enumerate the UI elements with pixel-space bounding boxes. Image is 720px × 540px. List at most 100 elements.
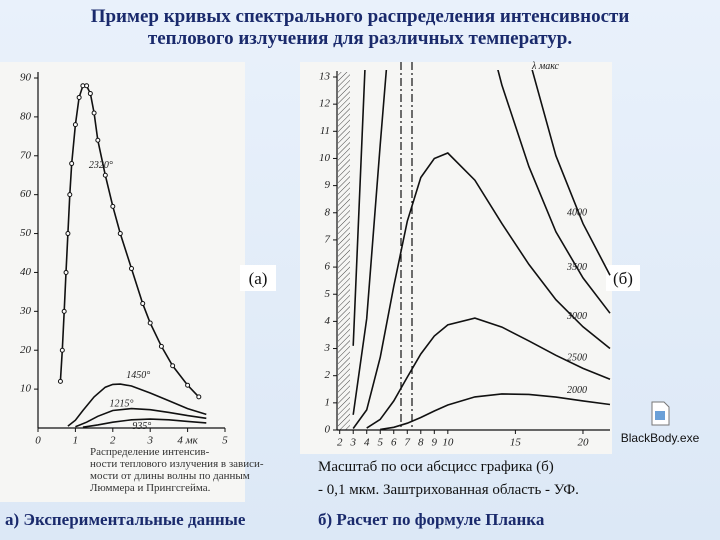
x-tick-label: 9 bbox=[432, 437, 438, 449]
icon-label[interactable]: BlackBody.exe bbox=[621, 431, 700, 445]
data-point bbox=[140, 301, 146, 307]
chart-caption: Распределение интенсив- bbox=[90, 446, 210, 458]
curve bbox=[366, 317, 611, 429]
data-point bbox=[95, 137, 101, 143]
y-tick-label: 40 bbox=[20, 266, 32, 278]
panel-box bbox=[606, 265, 640, 291]
data-point bbox=[59, 347, 65, 353]
data-point bbox=[110, 203, 116, 209]
y-tick-label: 70 bbox=[20, 149, 32, 161]
data-point bbox=[61, 308, 67, 314]
x-tick-label: 15 bbox=[510, 437, 522, 449]
x-tick-label: 5 bbox=[222, 435, 228, 447]
curve bbox=[75, 407, 207, 428]
curve bbox=[352, 70, 611, 415]
data-point bbox=[63, 269, 69, 275]
plot-area bbox=[352, 70, 611, 431]
chart-caption: ности теплового излучения в зависи- bbox=[90, 458, 264, 470]
x-tick-label: 2 bbox=[110, 435, 116, 447]
x-tick-label: 7 bbox=[405, 437, 411, 449]
plot-area bbox=[57, 83, 207, 428]
x-tick-label: 8 bbox=[418, 437, 424, 449]
data-point bbox=[117, 231, 123, 237]
data-point bbox=[69, 161, 75, 167]
uv-hatch bbox=[338, 72, 350, 430]
data-point bbox=[67, 192, 73, 198]
x-tick-label: 2 bbox=[337, 437, 343, 449]
series-label: 2000 bbox=[567, 385, 587, 396]
x-tick-label: 4 bbox=[364, 437, 370, 449]
panel-box bbox=[240, 265, 276, 291]
data-point bbox=[185, 382, 191, 388]
y-tick-label: 0 bbox=[325, 424, 331, 436]
x-tick-label: 6 bbox=[391, 437, 397, 449]
caption: б) Расчет по формуле Планка bbox=[318, 510, 545, 529]
chart-caption: Люммера и Прингсгейма. bbox=[90, 482, 211, 494]
series-label: 3000 bbox=[566, 311, 587, 322]
x-tick-label: 10 bbox=[442, 437, 454, 449]
y-tick-label: 20 bbox=[20, 344, 32, 356]
annotation: λ макс bbox=[531, 61, 560, 72]
y-tick-label: 1 bbox=[325, 396, 331, 408]
data-point bbox=[196, 394, 202, 400]
curve bbox=[352, 70, 611, 346]
x-tick-label: 3 bbox=[349, 437, 356, 449]
x-tick-label: 5 bbox=[377, 437, 383, 449]
panel-label: (б) bbox=[613, 269, 633, 288]
x-tick-label: 3 bbox=[146, 435, 153, 447]
curve bbox=[380, 393, 611, 431]
series-label: 1450° bbox=[126, 370, 150, 381]
title: теплового излучения для различных темпер… bbox=[148, 28, 572, 49]
y-tick-label: 7 bbox=[325, 233, 331, 245]
data-point bbox=[170, 363, 176, 369]
data-point bbox=[65, 231, 71, 237]
x-tick-label: 20 bbox=[577, 437, 589, 449]
curve bbox=[352, 152, 611, 429]
y-tick-label: 3 bbox=[324, 342, 331, 354]
y-tick-label: 12 bbox=[319, 98, 331, 110]
series-label: 1215° bbox=[110, 399, 134, 410]
x-tick-label: 4 мк bbox=[177, 435, 198, 447]
data-point bbox=[87, 91, 93, 97]
x-tick-label: 1 bbox=[73, 435, 79, 447]
y-tick-label: 13 bbox=[319, 71, 331, 83]
y-tick-label: 90 bbox=[20, 72, 32, 84]
series-label: 935° bbox=[132, 421, 151, 432]
y-tick-label: 50 bbox=[20, 227, 32, 239]
title: Пример кривых спектрального распределени… bbox=[91, 6, 630, 27]
data-point bbox=[57, 378, 63, 384]
y-tick-label: 4 bbox=[325, 315, 331, 327]
data-point bbox=[147, 320, 153, 326]
y-tick-label: 10 bbox=[20, 383, 32, 395]
series-label: 2320° bbox=[89, 160, 113, 171]
y-tick-label: 30 bbox=[19, 305, 32, 317]
curve bbox=[59, 85, 200, 398]
caption: а) Экспериментальные данные bbox=[5, 510, 246, 529]
data-point bbox=[76, 94, 82, 100]
y-tick-label: 6 bbox=[325, 261, 331, 273]
y-tick-label: 10 bbox=[319, 152, 331, 164]
data-point bbox=[72, 122, 78, 128]
y-tick-label: 5 bbox=[325, 288, 331, 300]
y-tick-label: 9 bbox=[325, 179, 331, 191]
file-icon[interactable]: BlackBody.exe bbox=[621, 401, 700, 445]
note: - 0,1 мкм. Заштрихованная область - УФ. bbox=[318, 482, 579, 498]
note: Масштаб по оси абсцисс графика (б) bbox=[318, 459, 554, 475]
series-label: 3500 bbox=[566, 262, 587, 273]
series-label: 4000 bbox=[567, 208, 587, 219]
data-point bbox=[158, 343, 164, 349]
scan-left bbox=[0, 62, 245, 502]
curve bbox=[82, 418, 207, 428]
y-tick-label: 8 bbox=[325, 206, 331, 218]
data-point bbox=[102, 172, 108, 178]
data-point bbox=[84, 83, 90, 89]
chart-caption: мости от длины волны по данным bbox=[90, 470, 250, 482]
series-label: 2500 bbox=[567, 352, 587, 363]
y-tick-label: 11 bbox=[320, 125, 330, 137]
y-tick-label: 80 bbox=[20, 110, 32, 122]
y-tick-label: 2 bbox=[325, 369, 331, 381]
data-point bbox=[91, 110, 97, 116]
y-tick-label: 60 bbox=[20, 188, 32, 200]
panel-label: (а) bbox=[249, 269, 268, 288]
